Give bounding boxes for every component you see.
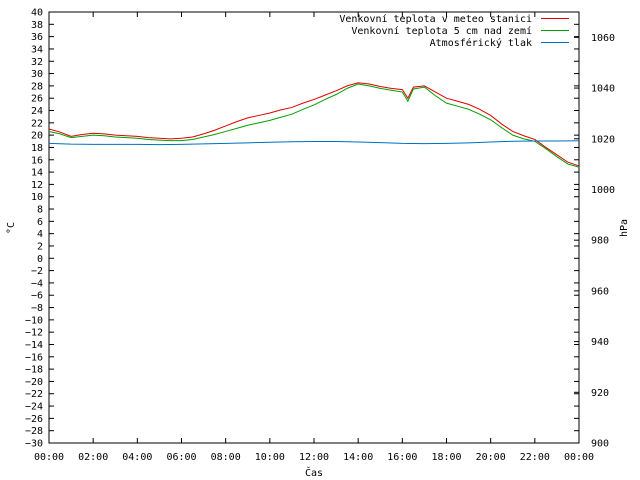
legend-label: Atmosférický tlak [430,37,532,49]
y2-axis-label: hPa [619,219,630,237]
x-tick-label: 08:00 [211,452,241,463]
y2-tick-label: 1020 [591,134,615,145]
x-tick-label: 06:00 [166,452,196,463]
plot-frame [48,11,580,444]
y2-tick-label: 980 [591,236,609,247]
y-tick-label: −28 [25,426,43,437]
x-tick-label: 12:00 [299,452,329,463]
y-tick-label: 22 [31,118,43,129]
y2-tick-label: 1060 [591,33,615,44]
y2-tick-label: 960 [591,286,609,297]
x-axis-label: Čas [305,466,323,479]
y-tick-label: −30 [25,439,43,450]
y-axis-label: °C [6,222,17,234]
y-tick-label: −16 [25,352,43,363]
x-tick-label: 20:00 [476,452,506,463]
y-tick-label: 40 [31,8,43,19]
y-tick-label: 6 [37,217,43,228]
x-tick-label: 14:00 [343,452,373,463]
y-tick-label: 18 [31,143,43,154]
y-tick-label: 16 [31,155,43,166]
y-tick-label: 24 [31,106,43,117]
y-tick-label: −6 [31,291,43,302]
y-tick-label: 0 [37,254,43,265]
y-tick-label: −10 [25,315,43,326]
y-tick-label: 4 [37,229,43,240]
y-tick-label: 38 [31,20,43,31]
y-tick-label: −24 [25,402,43,413]
y-tick-label: −20 [25,377,43,388]
x-tick-label: 16:00 [387,452,417,463]
y-tick-label: 30 [31,69,43,80]
x-tick-label: 22:00 [520,452,550,463]
y-tick-label: 2 [37,241,43,252]
y-tick-label: −8 [31,303,43,314]
y-tick-label: 14 [31,168,43,179]
series-line-3 [48,140,580,146]
y-tick-label: 20 [31,131,43,142]
y-tick-label: −4 [31,278,43,289]
y2-tick-label: 1040 [591,84,615,95]
series-line-2 [48,83,580,168]
x-tick-label: 18:00 [431,452,461,463]
y-tick-label: −2 [31,266,43,277]
y-tick-label: −26 [25,414,43,425]
legend-label: Venkovní teplota v meteo stanici [339,13,532,25]
y-tick-label: 12 [31,180,43,191]
y-tick-label: 34 [31,44,43,55]
x-tick-label: 02:00 [78,452,108,463]
y2-tick-label: 900 [591,439,609,450]
legend-label: Venkovní teplota 5 cm nad zemí [351,25,532,37]
y-tick-label: 36 [31,32,43,43]
y-tick-label: −22 [25,389,43,400]
x-tick-label: 04:00 [122,452,152,463]
y-tick-label: 8 [37,205,43,216]
x-tick-label: 00:00 [564,452,594,463]
x-tick-label: 00:00 [34,452,64,463]
y-tick-label: −12 [25,328,43,339]
y-tick-label: −18 [25,365,43,376]
y2-tick-label: 920 [591,388,609,399]
x-tick-label: 10:00 [255,452,285,463]
y-tick-label: 10 [31,192,43,203]
y-tick-label: 32 [31,57,43,68]
y-tick-label: 28 [31,81,43,92]
y2-tick-label: 940 [591,337,609,348]
series-line-1 [48,82,580,167]
y2-tick-label: 1000 [591,185,615,196]
y-tick-label: −14 [25,340,43,351]
y-tick-label: 26 [31,94,43,105]
